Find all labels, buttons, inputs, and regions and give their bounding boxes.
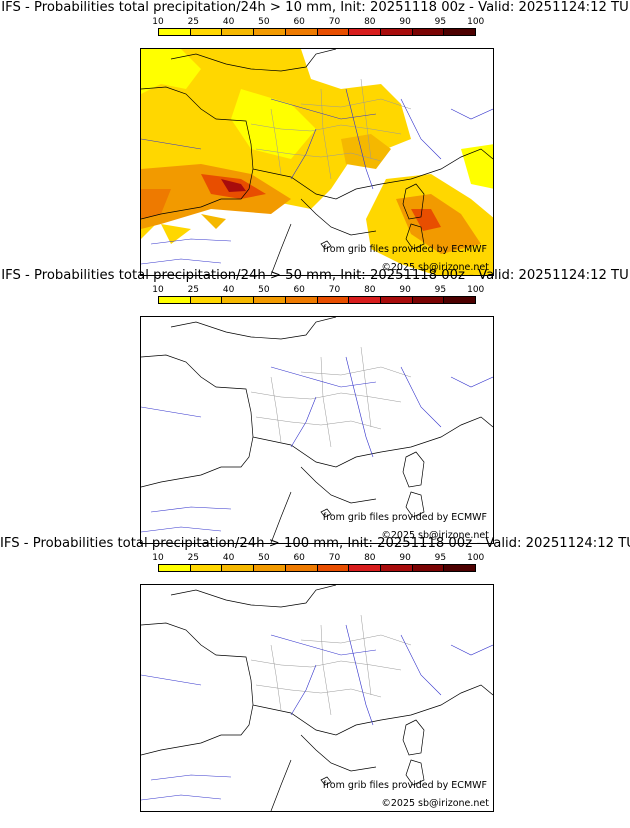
colorbar-segment	[254, 297, 286, 303]
probability-colorbar: 10 25 40 50 60 70 80 90 95 100	[152, 285, 484, 311]
colorbar-tick-label: 60	[293, 285, 305, 295]
colorbar-tick-label: 90	[399, 17, 411, 27]
colorbar-segment	[317, 29, 350, 35]
colorbar-segment	[412, 565, 445, 571]
colorbar-tick-label: 100	[467, 553, 485, 563]
colorbar-tick-label: 70	[328, 17, 341, 27]
colorbar-segment	[254, 29, 286, 35]
colorbar-tick-label: 70	[328, 553, 341, 563]
colorbar-tick-label: 90	[399, 285, 411, 295]
probability-colorbar: 10 25 40 50 60 70 80 90 95 100	[152, 17, 484, 43]
colorbar-tick-label: 80	[364, 553, 376, 563]
panel-title: IFS - Probabilities total precipitation/…	[0, 536, 630, 551]
source-credit: from grib files provided by ECMWF	[322, 244, 487, 255]
copyright-credit: ©2025 sb@irizone.net	[381, 530, 489, 541]
colorbar-tick-label: 95	[434, 553, 447, 563]
colorbar-tick-label: 60	[293, 17, 305, 27]
colorbar-tick-label: 25	[187, 285, 200, 295]
colorbar-tick-label: 70	[328, 285, 341, 295]
colorbar-segment	[317, 565, 350, 571]
colorbar-segment	[222, 29, 255, 35]
colorbar-segment	[317, 297, 350, 303]
forecast-panel: IFS - Probabilities total precipitation/…	[0, 0, 630, 276]
colorbar-tick-label: 10	[152, 285, 164, 295]
copyright-credit: ©2025 sb@irizone.net	[381, 798, 489, 809]
colorbar-tick-label: 80	[364, 17, 376, 27]
colorbar-segment	[190, 297, 223, 303]
colorbar-tick-label: 50	[258, 553, 270, 563]
colorbar-segment	[444, 565, 476, 571]
colorbar-segment	[444, 297, 476, 303]
probability-colorbar: 10 25 40 50 60 70 80 90 95 100	[152, 553, 484, 579]
colorbar-tick-label: 50	[258, 17, 270, 27]
colorbar-segment	[159, 565, 191, 571]
precipitation-map: from grib files provided by ECMWF ©2025 s…	[140, 48, 494, 276]
colorbar-segment	[412, 29, 445, 35]
colorbar-segment	[349, 29, 381, 35]
copyright-credit: ©2025 sb@irizone.net	[381, 262, 489, 273]
colorbar-segment	[254, 565, 286, 571]
colorbar-segment	[412, 297, 445, 303]
panel-title: IFS - Probabilities total precipitation/…	[1, 0, 629, 15]
forecast-panel: IFS - Probabilities total precipitation/…	[0, 268, 630, 544]
panel-title: IFS - Probabilities total precipitation/…	[1, 268, 629, 283]
colorbar-segment	[380, 297, 413, 303]
colorbar-tick-label: 100	[467, 285, 485, 295]
colorbar-segment	[222, 297, 255, 303]
source-credit: from grib files provided by ECMWF	[322, 780, 487, 791]
colorbar-segment	[444, 29, 476, 35]
forecast-panel: IFS - Probabilities total precipitation/…	[0, 536, 630, 812]
precipitation-map: from grib files provided by ECMWF ©2025 s…	[140, 584, 494, 812]
colorbar-segment	[349, 565, 381, 571]
colorbar-tick-label: 25	[187, 17, 200, 27]
precipitation-map: from grib files provided by ECMWF ©2025 s…	[140, 316, 494, 544]
colorbar-tick-label: 10	[152, 17, 164, 27]
colorbar-tick-label: 60	[293, 553, 305, 563]
colorbar-tick-label: 90	[399, 553, 411, 563]
colorbar-segment	[380, 29, 413, 35]
colorbar-segment	[285, 565, 318, 571]
colorbar-segment	[380, 565, 413, 571]
colorbar-segment	[222, 565, 255, 571]
colorbar-tick-label: 40	[222, 553, 235, 563]
colorbar-segment	[285, 29, 318, 35]
source-credit: from grib files provided by ECMWF	[322, 512, 487, 523]
colorbar-tick-label: 10	[152, 553, 164, 563]
colorbar-segment	[285, 297, 318, 303]
colorbar-segment	[159, 297, 191, 303]
colorbar-segment	[190, 565, 223, 571]
colorbar-tick-label: 80	[364, 285, 376, 295]
colorbar-tick-label: 50	[258, 285, 270, 295]
colorbar-segment	[190, 29, 223, 35]
colorbar-tick-label: 95	[434, 285, 447, 295]
colorbar-tick-label: 100	[467, 17, 485, 27]
colorbar-tick-label: 40	[222, 17, 235, 27]
colorbar-tick-label: 40	[222, 285, 235, 295]
colorbar-tick-label: 95	[434, 17, 447, 27]
colorbar-segment	[159, 29, 191, 35]
colorbar-segment	[349, 297, 381, 303]
colorbar-tick-label: 25	[187, 553, 200, 563]
